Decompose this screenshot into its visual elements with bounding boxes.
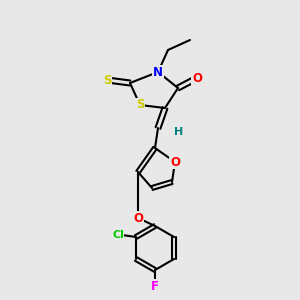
Text: O: O <box>133 212 143 224</box>
Text: O: O <box>192 71 202 85</box>
Text: S: S <box>103 74 111 86</box>
Text: F: F <box>151 280 159 292</box>
Text: S: S <box>136 98 144 112</box>
Text: N: N <box>153 65 163 79</box>
Text: O: O <box>170 155 180 169</box>
Text: Cl: Cl <box>112 230 124 240</box>
Text: H: H <box>174 127 183 137</box>
